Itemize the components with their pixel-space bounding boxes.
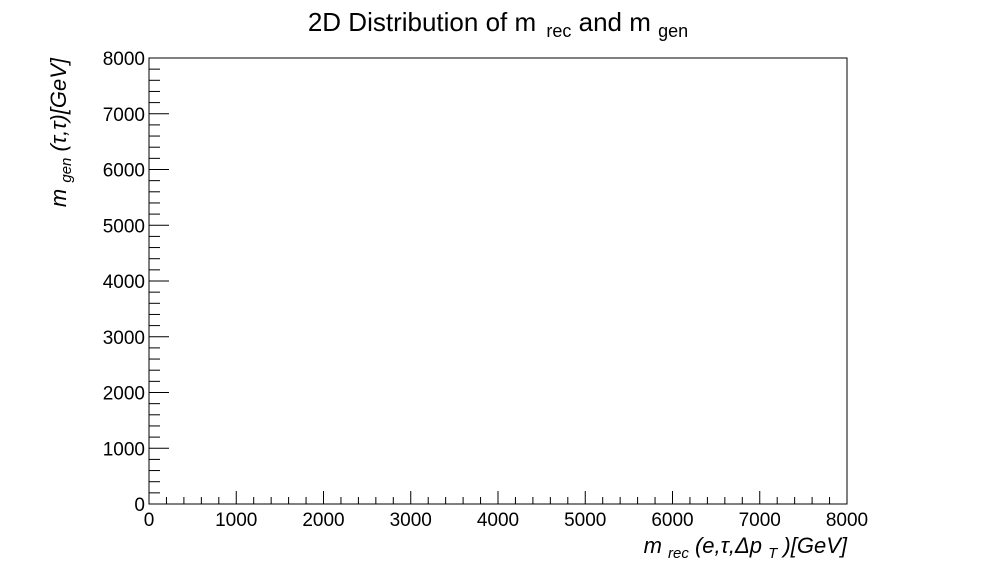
y-axis-ticks [149, 57, 169, 505]
x-axis-label-unit: )[GeV] [780, 533, 847, 558]
y-tick-label: 8000 [103, 49, 145, 70]
x-tick-label: 3000 [390, 510, 432, 531]
x-axis-label-m: m [644, 533, 662, 558]
x-axis-tick-labels: 0 1000 2000 3000 4000 5000 6000 7000 8000 [144, 510, 868, 531]
chart-title-sub-rec: rec [546, 21, 571, 41]
x-axis-label-args: (e,τ,Δp [695, 533, 762, 558]
x-tick-label: 8000 [826, 510, 868, 531]
y-axis-label: m gen (τ,τ)[GeV] [46, 57, 76, 207]
y-axis-label-sub-gen: gen [58, 158, 75, 183]
x-axis-label: m rec (e,τ,Δp T )[GeV] [644, 533, 848, 563]
x-tick-label: 7000 [739, 510, 781, 531]
y-axis-label-m: m [46, 189, 71, 207]
y-tick-label: 1000 [103, 439, 145, 460]
chart-title-mid: and m [579, 7, 651, 37]
y-tick-label: 2000 [103, 384, 145, 405]
y-tick-label: 3000 [103, 328, 145, 349]
x-tick-label: 6000 [651, 510, 693, 531]
chart-title: 2D Distribution of m rec and m gen [308, 7, 688, 43]
chart-title-sub-gen: gen [658, 21, 688, 41]
x-tick-label: 5000 [564, 510, 606, 531]
x-tick-label: 4000 [477, 510, 519, 531]
y-tick-label: 4000 [103, 272, 145, 293]
y-tick-label: 7000 [103, 105, 145, 126]
x-tick-label: 0 [144, 510, 155, 531]
chart-title-main: 2D Distribution of m [308, 7, 536, 37]
y-tick-label: 5000 [103, 216, 145, 237]
x-tick-label: 2000 [302, 510, 344, 531]
y-tick-label: 0 [134, 495, 145, 516]
y-axis-tick-labels: 0 1000 2000 3000 4000 5000 6000 7000 8000 [103, 49, 145, 516]
x-axis-label-sub-rec: rec [668, 545, 689, 562]
plot-frame [148, 57, 848, 505]
y-tick-label: 6000 [103, 161, 145, 182]
x-axis-label-sub-t: T [768, 545, 779, 562]
x-axis-ticks [148, 491, 848, 504]
y-axis-label-args: (τ,τ)[GeV] [46, 57, 71, 151]
x-tick-label: 1000 [215, 510, 257, 531]
